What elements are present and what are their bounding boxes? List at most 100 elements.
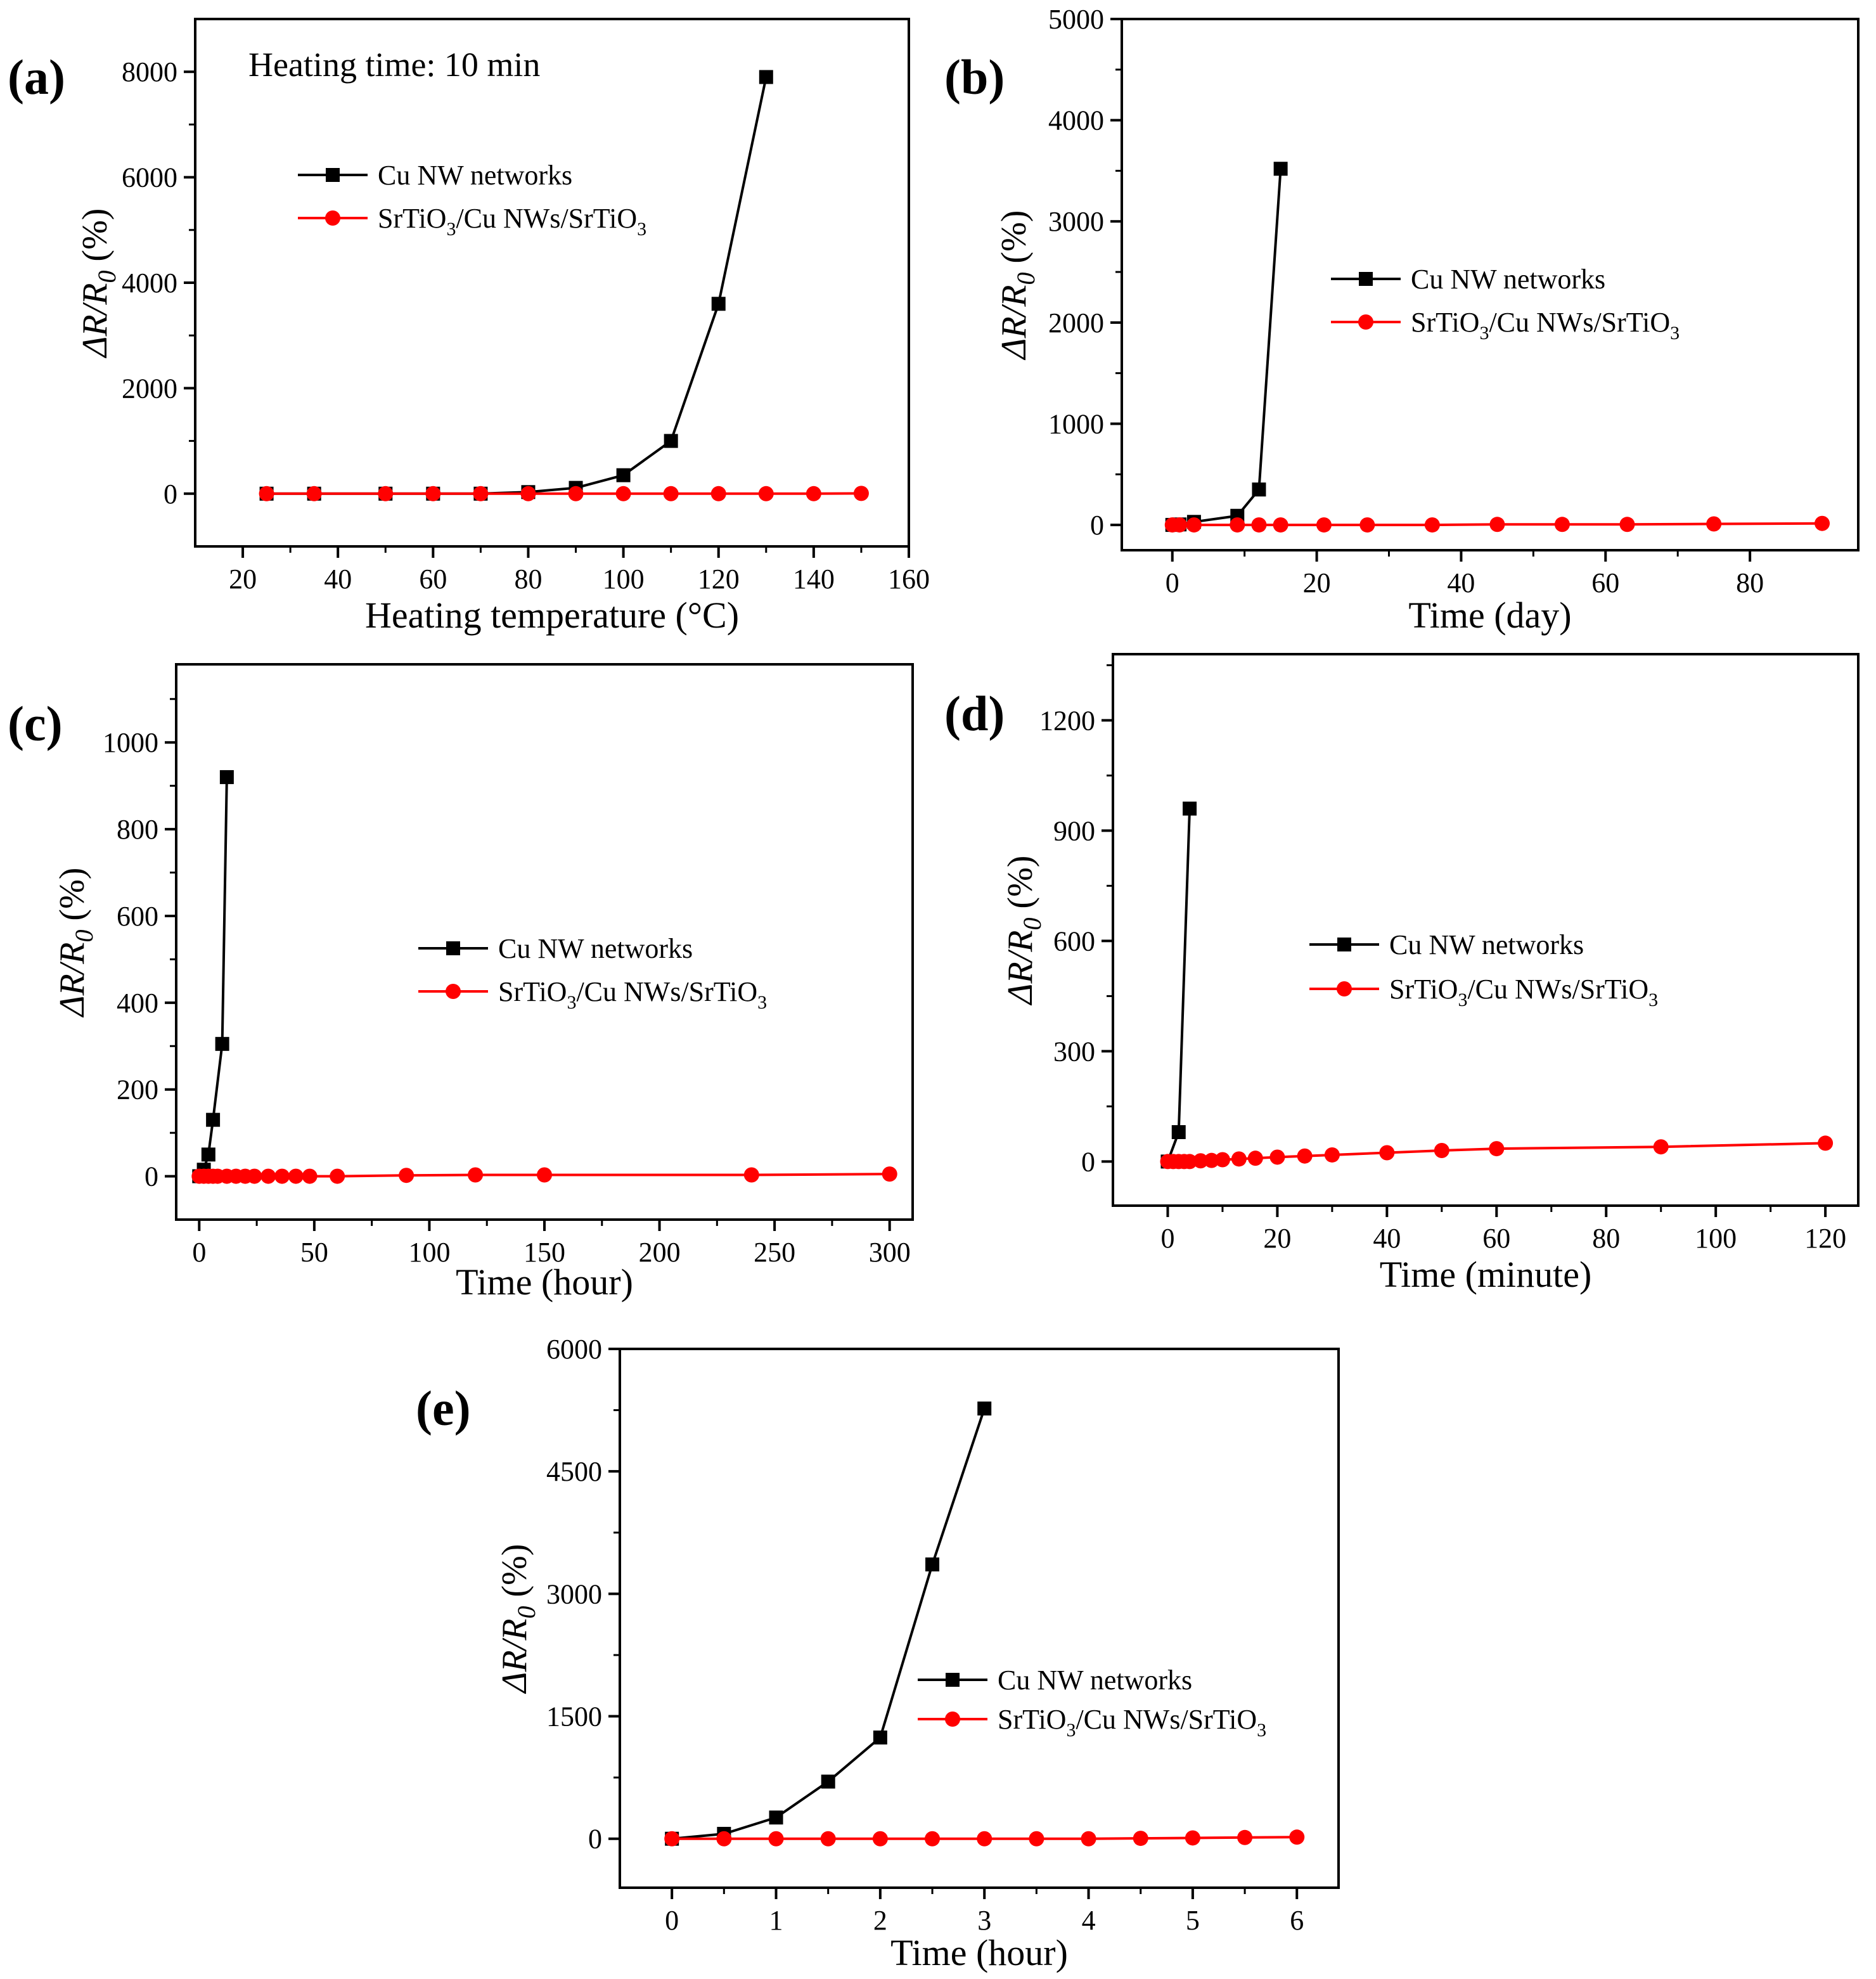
y-axis-title-sub: 0: [70, 930, 98, 943]
legend-entry-1: SrTiO3/Cu NWs/SrTiO3: [918, 1704, 1266, 1741]
data-point-circle: [1653, 1139, 1669, 1155]
legend-entry-0: Cu NW networks: [1331, 264, 1605, 295]
y-axis: 0 300 600 900 1200: [1039, 664, 1113, 1177]
legend-label: SrTiO3/Cu NWs/SrTiO3: [498, 976, 767, 1013]
data-point-square: [219, 770, 234, 784]
y-axis-title: ΔR/R0 (%): [1001, 856, 1046, 1006]
data-point-circle: [1359, 517, 1375, 533]
data-point-square: [215, 1036, 229, 1051]
data-point-square: [206, 1112, 221, 1127]
y-axis-title-prefix: ΔR/R: [1001, 931, 1040, 1006]
series-line: [266, 77, 768, 495]
x-tick-label: 60: [419, 564, 447, 595]
data-point-square: [664, 434, 678, 448]
data-point-circle: [1706, 516, 1722, 532]
legend-marker-circle: [325, 210, 340, 226]
legend-marker-circle: [945, 1711, 960, 1727]
y-tick-label: 1000: [1048, 408, 1104, 439]
x-tick-label: 40: [1373, 1223, 1401, 1254]
data-point-circle: [872, 1831, 888, 1847]
data-point-square: [769, 1810, 783, 1825]
x-tick-label: 5: [1186, 1905, 1200, 1936]
data-point-square: [1183, 801, 1197, 816]
series-0: [1165, 162, 1288, 532]
data-point-square: [1273, 162, 1288, 176]
y-axis-title: ΔR/R0 (%): [495, 1544, 541, 1694]
x-axis-title: Time (hour): [890, 1932, 1068, 1973]
x-tick-label: 0: [1166, 567, 1179, 598]
y-tick-label: 1500: [546, 1701, 602, 1732]
data-point-circle: [330, 1168, 345, 1184]
x-tick-label: 0: [192, 1237, 206, 1268]
data-point-circle: [820, 1831, 836, 1847]
x-tick-label: 40: [324, 564, 352, 595]
y-tick-label: 1000: [103, 727, 158, 758]
y-tick-label: 0: [1090, 510, 1104, 541]
series-1: [259, 486, 869, 501]
data-point-circle: [1214, 1152, 1230, 1168]
data-point-square: [821, 1774, 835, 1789]
x-tick-label: 160: [888, 564, 930, 595]
legend-text-part: SrTiO: [378, 203, 446, 234]
x-tick-label: 3: [977, 1905, 991, 1936]
y-tick-label: 3000: [1048, 206, 1104, 237]
y-tick-label: 400: [117, 988, 158, 1019]
y-axis: 0 2000 4000 6000 8000: [122, 56, 195, 510]
data-point-circle: [1186, 517, 1202, 533]
data-point-circle: [1434, 1143, 1449, 1158]
panel-label: (a): [8, 49, 65, 105]
data-point-circle: [1424, 517, 1440, 533]
data-point-circle: [1193, 1153, 1209, 1169]
data-point-square: [711, 297, 726, 311]
legend-text-part: 3: [446, 219, 456, 240]
legend-entry-1: SrTiO3/Cu NWs/SrTiO3: [298, 203, 646, 240]
x-tick-label: 80: [1592, 1223, 1620, 1254]
legend-marker-square: [1359, 272, 1373, 286]
x-tick-label: 100: [603, 564, 645, 595]
data-point-circle: [399, 1168, 414, 1183]
legend-label: Cu NW networks: [378, 160, 572, 191]
legend-text-part: /Cu NWs/SrTiO: [1076, 1704, 1257, 1735]
x-axis: 0 20 40 60 80 100 120: [1160, 1206, 1846, 1254]
data-point-circle: [1297, 1148, 1313, 1164]
panel-label: (b): [944, 49, 1005, 105]
y-tick-label: 0: [1081, 1146, 1095, 1177]
data-point-square: [873, 1731, 887, 1745]
data-point-circle: [473, 486, 489, 501]
series-line: [1166, 808, 1192, 1163]
x-tick-label: 2: [873, 1905, 887, 1936]
x-tick-label: 120: [698, 564, 740, 595]
data-point-circle: [1273, 517, 1288, 533]
legend-text-part: 3: [1458, 990, 1467, 1010]
data-point-circle: [1815, 515, 1830, 531]
data-point-circle: [1185, 1830, 1200, 1846]
data-point-circle: [853, 486, 869, 501]
x-tick-label: 20: [1263, 1223, 1291, 1254]
y-axis-title-sub: 0: [1012, 273, 1040, 285]
series-1: [1160, 1135, 1834, 1170]
data-point-circle: [520, 486, 536, 501]
y-axis-title-sub: 0: [93, 271, 121, 283]
legend-label: Cu NW networks: [498, 933, 693, 964]
x-tick-label: 50: [300, 1237, 328, 1268]
series-0: [1160, 801, 1197, 1169]
plot-frame: [1112, 653, 1860, 1207]
data-point-circle: [1489, 1141, 1505, 1157]
legend-entry-1: SrTiO3/Cu NWs/SrTiO3: [418, 976, 767, 1013]
data-point-square: [759, 70, 773, 84]
y-axis-title-suffix: (%): [994, 210, 1034, 273]
legend-marker-square: [1337, 938, 1351, 951]
data-point-circle: [1182, 1154, 1198, 1170]
y-axis: 0 1000 2000 3000 4000 5000: [1048, 4, 1122, 541]
y-axis-title-prefix: ΔR/R: [495, 1619, 534, 1694]
y-axis-title-suffix: (%): [75, 209, 115, 271]
x-tick-label: 20: [1303, 567, 1331, 598]
y-axis-title-sub: 0: [512, 1606, 541, 1619]
y-tick-label: 4500: [546, 1456, 602, 1487]
legend-text-part: /Cu NWs/SrTiO: [456, 203, 637, 234]
data-point-circle: [1231, 1151, 1247, 1167]
legend-marker-square: [946, 1673, 960, 1687]
legend-text-part: /Cu NWs/SrTiO: [576, 976, 757, 1007]
